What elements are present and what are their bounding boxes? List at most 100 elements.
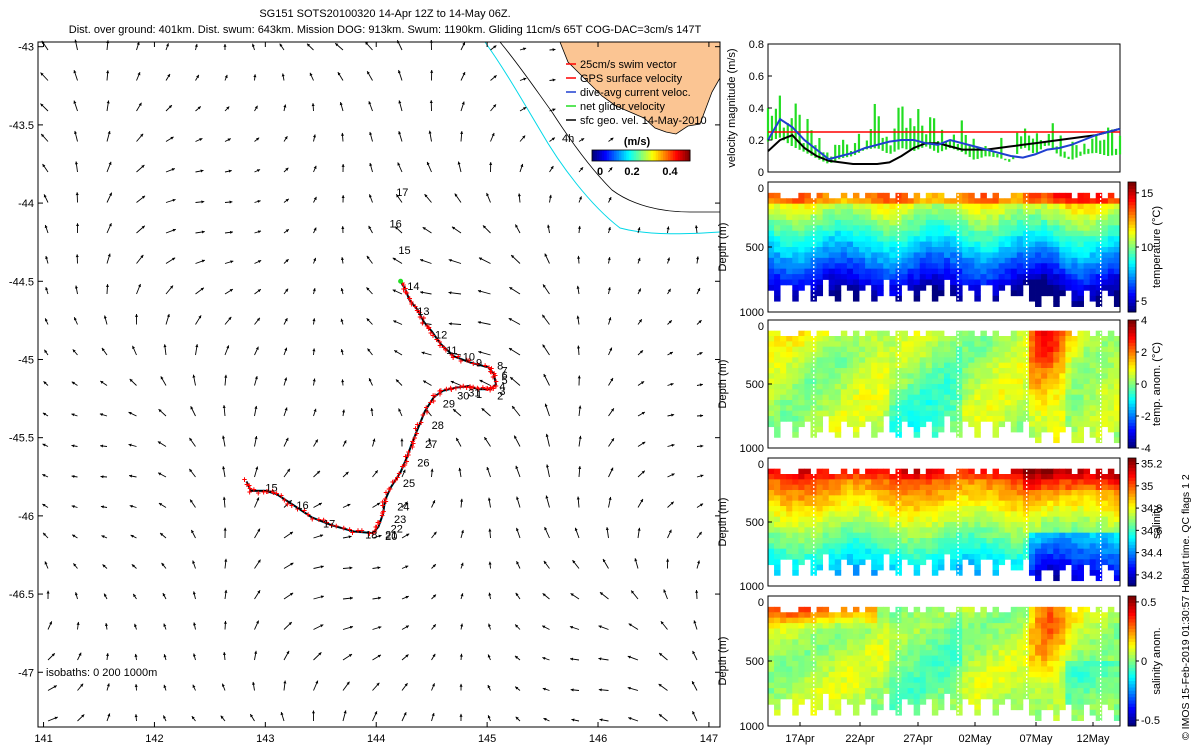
section-y-tick-label: 500 — [746, 379, 764, 391]
section-cell — [1083, 257, 1091, 264]
section-cell — [1083, 225, 1091, 232]
section-cell — [1028, 479, 1036, 486]
section-cell — [871, 192, 878, 199]
section-colorbar-cell — [1128, 282, 1136, 287]
section-cell — [980, 500, 987, 507]
current-arrow-head — [229, 230, 233, 234]
current-arrow — [165, 198, 176, 203]
track-marker: + — [403, 452, 408, 462]
section-cell — [1041, 268, 1048, 275]
current-arrow — [477, 289, 491, 295]
current-arrow — [549, 165, 554, 173]
section-cell — [834, 394, 842, 401]
section-cell — [1035, 341, 1042, 348]
section-cell — [931, 389, 939, 396]
current-arrow — [663, 589, 668, 600]
section-cell — [792, 225, 799, 232]
section-cell — [798, 506, 805, 512]
current-arrow — [136, 71, 141, 81]
section-cell — [937, 384, 945, 390]
section-cell — [1047, 279, 1054, 286]
section-cell — [992, 203, 1000, 210]
track-day-label: 15 — [398, 245, 410, 257]
track-day-label: 1 — [476, 389, 482, 401]
current-arrow — [157, 441, 167, 447]
section-cell — [937, 543, 945, 550]
section-cell — [852, 479, 860, 486]
section-cell — [877, 511, 884, 518]
section-cell — [1089, 426, 1097, 433]
section-cell — [974, 538, 981, 544]
section-cell — [968, 532, 975, 539]
current-arrow — [40, 133, 49, 142]
section-cell — [792, 559, 799, 566]
section-cell — [1041, 516, 1048, 523]
current-arrow-head — [404, 683, 408, 687]
section-cell — [974, 511, 981, 518]
section-cell — [919, 241, 927, 248]
section-cell — [1059, 219, 1066, 226]
section-cell — [907, 357, 915, 364]
section-cell — [846, 495, 854, 502]
section-cell — [792, 389, 799, 396]
current-arrow-head — [610, 467, 614, 471]
section-cell — [834, 426, 842, 433]
current-arrow-head — [76, 223, 80, 227]
section-cell — [786, 527, 793, 534]
section-cell — [1016, 484, 1024, 491]
section-cell — [852, 336, 860, 342]
section-cell — [1004, 230, 1012, 237]
section-cell — [956, 490, 963, 496]
section-cell — [968, 479, 975, 486]
section-cell — [1071, 357, 1078, 364]
section-cell — [877, 336, 884, 342]
section-cell — [889, 559, 896, 566]
current-arrow — [254, 288, 262, 295]
current-arrow — [431, 531, 437, 539]
section-cell — [913, 426, 921, 433]
legend-entry: dive-avg current veloc. — [580, 87, 691, 99]
section-cell — [1047, 241, 1054, 248]
section-cell — [859, 236, 866, 242]
current-arrow — [101, 347, 108, 356]
section-cell — [792, 352, 799, 358]
section-cell — [792, 554, 799, 560]
section-cell — [974, 263, 981, 270]
section-cell — [768, 252, 775, 259]
section-cell — [774, 421, 781, 428]
section-cell — [1010, 263, 1018, 270]
track-marker: + — [482, 360, 487, 370]
section-cell — [1065, 192, 1072, 199]
section-cell — [1095, 410, 1103, 417]
section-cell — [810, 225, 817, 232]
current-arrow — [136, 195, 146, 203]
section-cell — [786, 263, 793, 270]
section-cell — [792, 500, 799, 507]
current-arrow — [608, 408, 615, 417]
section-cell — [780, 410, 787, 417]
section-cell — [877, 263, 884, 270]
section-cell — [937, 416, 945, 422]
current-arrow — [160, 376, 167, 386]
section-cell — [956, 495, 963, 502]
section-cell — [907, 203, 915, 210]
section-cell — [1095, 230, 1103, 237]
track-marker: + — [244, 479, 249, 489]
track-marker: + — [485, 384, 490, 394]
section-cell — [774, 389, 781, 396]
section-cell — [804, 241, 811, 248]
section-cell — [1016, 263, 1024, 270]
section-cell — [1047, 247, 1054, 253]
section-cell — [986, 532, 993, 539]
current-arrow-head — [368, 194, 372, 198]
section-cell — [986, 516, 993, 523]
section-cell — [907, 394, 915, 401]
current-arrow-head — [599, 592, 604, 596]
current-arrow-head — [284, 136, 288, 140]
track-marker: + — [484, 384, 489, 394]
section-cell — [962, 378, 969, 385]
section-cell — [907, 532, 915, 539]
section-cell — [846, 247, 854, 253]
current-arrow — [44, 224, 49, 234]
current-arrow — [516, 496, 521, 508]
